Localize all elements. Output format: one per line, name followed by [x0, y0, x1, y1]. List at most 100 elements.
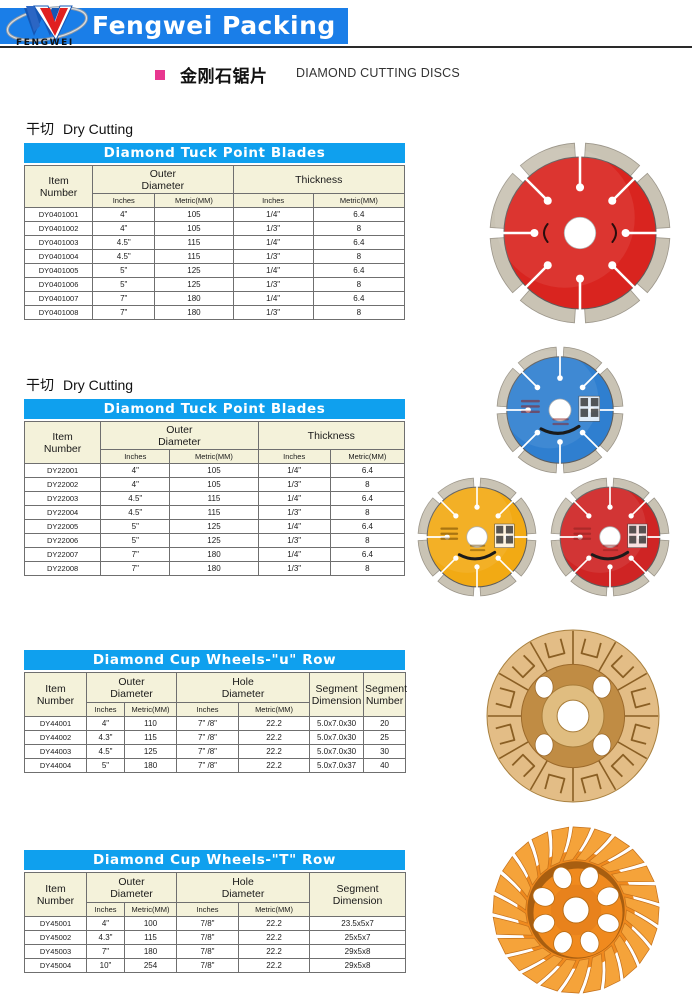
th-outer-diameter: Outer Diameter [85, 872, 178, 903]
cell-value: 8 [312, 221, 406, 236]
cell-value: 4" [86, 716, 125, 731]
table-row: DY22008 7" 180 1/3" 8 [23, 561, 406, 576]
cell-value: 1/4" [257, 519, 331, 534]
cell-value: 1/4" [232, 235, 314, 250]
cell-value: 6.4 [312, 263, 406, 278]
cell-value: 4.5" [100, 491, 171, 506]
cell-item-number: DY44002 [24, 730, 87, 745]
th-item-number: Item Number [24, 872, 87, 917]
product-image-orange-turbo-cup-wheel [490, 824, 662, 996]
table-3-body: DY44001 4" 110 7" /8" 22.2 5.0x7.0x30 20 DY4400… [24, 716, 407, 773]
cell-value: 40 [363, 758, 407, 773]
table-row: DY0401007 7" 180 1/4" 6.4 [23, 291, 406, 306]
table-4: Item Number Outer Diameter Hole Diameter Se… [24, 872, 407, 973]
table-row: DY0401001 4" 105 1/4" 6.4 [23, 207, 406, 222]
cell-value: 8 [329, 505, 406, 520]
cell-item-number: DY0401003 [23, 235, 94, 250]
cell-value: 22.2 [238, 730, 311, 745]
th-item-number: Item Number [23, 421, 102, 464]
cell-value: 6.4 [329, 519, 406, 534]
cell-value: 7" [100, 561, 171, 576]
cell-value: 5" [100, 519, 171, 534]
cell-value: 5" [92, 277, 156, 292]
cell-value: 5" [92, 263, 156, 278]
page-subtitle: 金刚石锯片 DIAMOND CUTTING DISCS [0, 62, 692, 87]
th-od-inches: Inches [92, 193, 156, 208]
cell-value: 5" [100, 533, 171, 548]
table-row: DY44002 4.3" 115 7" /8" 22.2 5.0x7.0x30 25 [24, 730, 407, 745]
cell-value: 7/8" [176, 944, 240, 959]
cell-value: 23.5x5x7 [309, 916, 407, 931]
cell-value: 20 [363, 716, 407, 731]
cell-value: 10" [86, 958, 125, 973]
section-label-2: 干切 Dry Cutting [26, 375, 133, 395]
cell-value: 5.0x7.0x30 [309, 730, 365, 745]
product-image-red-segmented-saw-blade-small [545, 472, 675, 602]
cell-value: 254 [123, 958, 178, 973]
bullet-square-icon [155, 70, 165, 80]
saw-blade-icon [496, 346, 624, 474]
saw-blade-icon [489, 142, 671, 324]
cell-value: 1/4" [232, 263, 314, 278]
th-hole-diameter: Hole Diameter [176, 672, 311, 703]
cell-item-number: DY0401004 [23, 249, 94, 264]
th-th-metric: Metric(MM) [312, 193, 406, 208]
table-row: DY45002 4.3" 115 7/8" 22.2 25x5x7 [24, 930, 407, 945]
th-th-metric: Metric(MM) [329, 449, 406, 464]
cell-value: 22.2 [238, 958, 311, 973]
th-hd-inches: Inches [176, 902, 240, 917]
cell-item-number: DY0401007 [23, 291, 94, 306]
table-row: DY0401003 4.5" 115 1/4" 6.4 [23, 235, 406, 250]
table-row: DY0401005 5" 125 1/4" 6.4 [23, 263, 406, 278]
cell-item-number: DY45001 [24, 916, 87, 931]
th-od-metric: Metric(MM) [169, 449, 259, 464]
th-th-inches: Inches [232, 193, 314, 208]
th-th-inches: Inches [257, 449, 331, 464]
cell-value: 4" [100, 463, 171, 478]
cell-value: 5.0x7.0x30 [309, 716, 365, 731]
cell-value: 7/8" [176, 958, 240, 973]
cell-value: 180 [154, 305, 234, 320]
table-row: DY0401004 4.5" 115 1/3" 8 [23, 249, 406, 264]
cup-wheel-icon [492, 826, 660, 994]
cell-value: 125 [154, 277, 234, 292]
cell-value: 22.2 [238, 944, 311, 959]
cell-value: 105 [169, 463, 259, 478]
th-outer-diameter: Outer Diameter [92, 165, 234, 194]
cell-value: 1/3" [257, 477, 331, 492]
cell-value: 105 [169, 477, 259, 492]
cell-item-number: DY22008 [23, 561, 102, 576]
spec-table-1: Diamond Tuck Point Blades Item Number Out… [23, 143, 406, 320]
cell-item-number: DY0401008 [23, 305, 94, 320]
cell-value: 4" [86, 916, 125, 931]
cell-value: 180 [154, 291, 234, 306]
table-1-title: Diamond Tuck Point Blades [24, 143, 405, 163]
th-item-number: Item Number [23, 165, 94, 208]
table-row: DY44003 4.5" 125 7" /8" 22.2 5.0x7.0x30 30 [24, 744, 407, 759]
header-divider [0, 46, 692, 48]
cell-value: 4.3" [86, 730, 125, 745]
table-row: DY45004 10" 254 7/8" 22.2 29x5x8 [24, 958, 407, 973]
section-label-2-en: Dry Cutting [63, 377, 134, 393]
cell-value: 115 [154, 235, 234, 250]
cell-value: 6.4 [312, 235, 406, 250]
table-row: DY0401006 5" 125 1/3" 8 [23, 277, 406, 292]
cell-value: 4.5" [92, 235, 156, 250]
cell-value: 100 [123, 916, 178, 931]
th-segment-dimension: Segment Dimension [309, 672, 365, 717]
saw-blade-icon [417, 477, 537, 597]
table-1: Item Number Outer Diameter Thickness Inche… [23, 165, 406, 320]
cell-value: 6.4 [329, 463, 406, 478]
cell-value: 8 [312, 305, 406, 320]
th-item-number: Item Number [24, 672, 87, 717]
cell-item-number: DY44003 [24, 744, 87, 759]
cell-value: 4.5" [92, 249, 156, 264]
cell-value: 180 [169, 561, 259, 576]
th-od-metric: Metric(MM) [154, 193, 234, 208]
cell-item-number: DY0401002 [23, 221, 94, 236]
table-3-title: Diamond Cup Wheels-"u" Row [24, 650, 405, 670]
cell-value: 1/3" [232, 221, 314, 236]
cell-value: 7" /8" [176, 758, 240, 773]
cell-value: 1/3" [257, 505, 331, 520]
brand-title: Fengwei Packing [92, 11, 336, 40]
